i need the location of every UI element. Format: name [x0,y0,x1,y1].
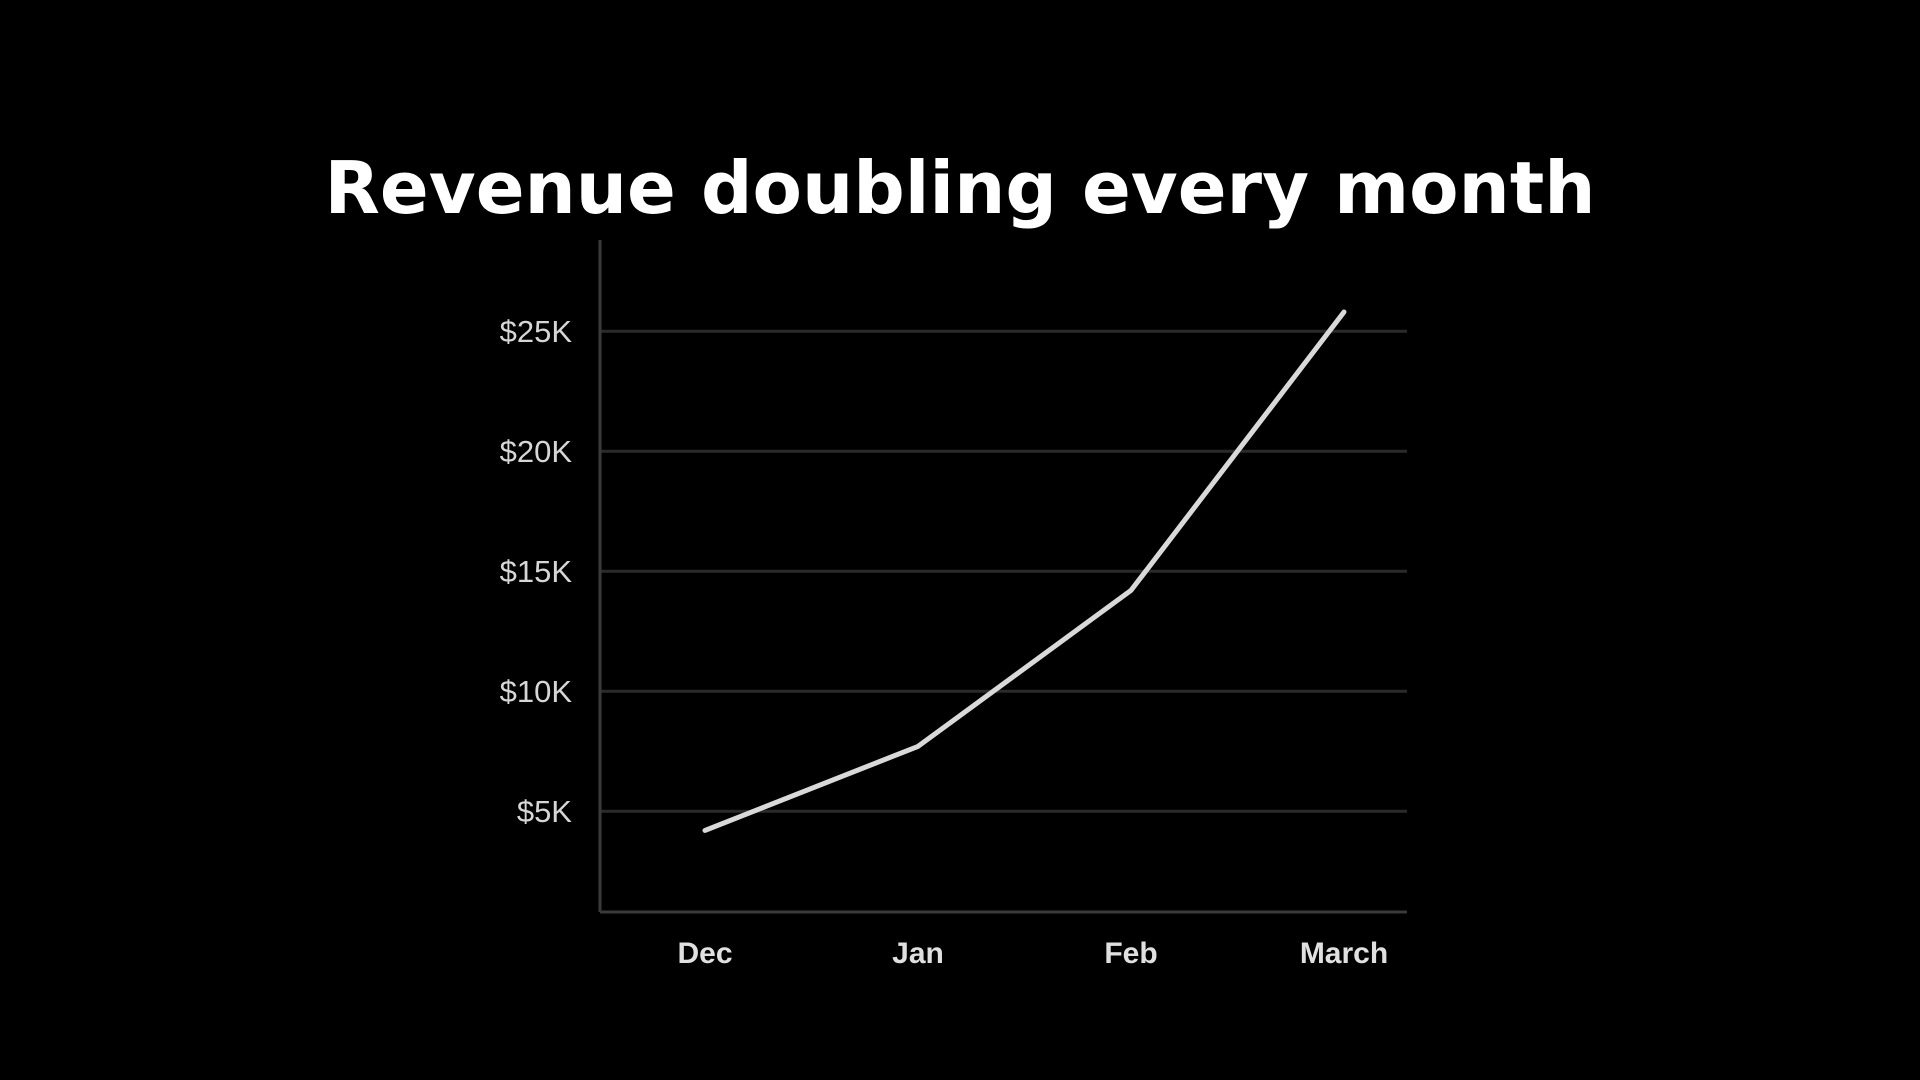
axes [598,240,1407,914]
x-tick-label: Feb [1104,937,1157,970]
y-tick-labels: $5K $10K $15K $20K $25K [500,314,573,829]
series-line [702,309,1347,833]
x-tick-labels: Dec Jan Feb March [677,937,1388,970]
x-tick-label: Dec [677,937,732,970]
chart-title: Revenue doubling every month [324,146,1596,230]
series-layer [702,309,1347,833]
y-tick-label: $10K [500,674,573,709]
x-tick-label: March [1300,937,1388,970]
gridlines [600,329,1407,813]
x-tick-label: Jan [892,937,944,970]
y-tick-label: $25K [500,314,573,349]
y-tick-label: $5K [517,794,572,829]
y-tick-label: $15K [500,554,573,589]
y-tick-label: $20K [500,434,573,469]
